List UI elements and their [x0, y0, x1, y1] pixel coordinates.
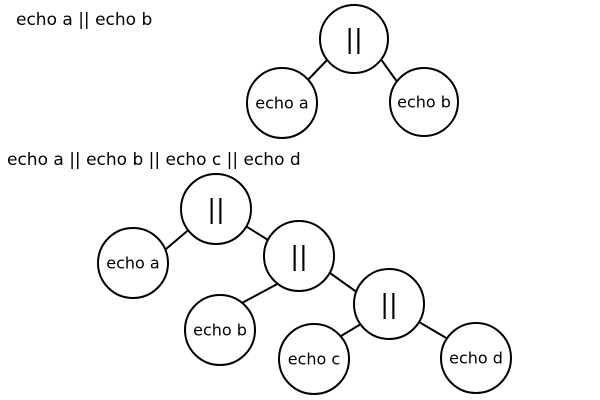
node-label: ||	[290, 242, 308, 272]
node-circle	[440, 322, 512, 394]
diagram-2-node-echo-a: echo a	[97, 227, 169, 299]
node-label: ||	[380, 290, 398, 320]
node-circle	[246, 67, 318, 139]
node-circle	[353, 268, 425, 340]
edge-or2-to-or3	[329, 272, 359, 294]
diagram-1-caption: echo a || echo b	[16, 10, 152, 30]
edge-or2-to-echo-b	[239, 281, 282, 305]
edge-or3-to-echo-d	[418, 321, 449, 340]
node-label: ||	[345, 25, 363, 55]
diagram-1-node-or: ||	[319, 4, 389, 74]
node-circle	[278, 323, 350, 395]
node-circle	[389, 67, 459, 137]
node-circle	[180, 173, 252, 245]
node-circle	[184, 294, 256, 366]
diagram-1-node-echo-b: echo b	[389, 67, 459, 137]
node-label: echo c	[288, 350, 340, 369]
diagram-2-node-or-3: ||	[353, 268, 425, 340]
diagram-2-node-echo-d: echo d	[440, 322, 512, 394]
node-label: echo b	[397, 93, 451, 112]
node-label: echo a	[255, 94, 308, 113]
edge-or-to-echo-b	[379, 57, 399, 84]
diagram-2-node-or-2: ||	[263, 220, 335, 292]
diagram-2-node-echo-b: echo b	[184, 294, 256, 366]
diagram-1-node-echo-a: echo a	[246, 67, 318, 139]
diagram-2-node-echo-c: echo c	[278, 323, 350, 395]
node-circle	[319, 4, 389, 74]
node-circle	[97, 227, 169, 299]
node-circle	[263, 220, 335, 292]
node-label: echo a	[106, 254, 159, 273]
node-label: echo b	[193, 321, 247, 340]
node-label: ||	[207, 195, 225, 225]
diagram-2-caption: echo a || echo b || echo c || echo d	[7, 150, 301, 170]
edge-or1-to-or2	[243, 224, 269, 241]
node-label: echo d	[449, 349, 503, 368]
diagram-2-node-or-1: ||	[180, 173, 252, 245]
